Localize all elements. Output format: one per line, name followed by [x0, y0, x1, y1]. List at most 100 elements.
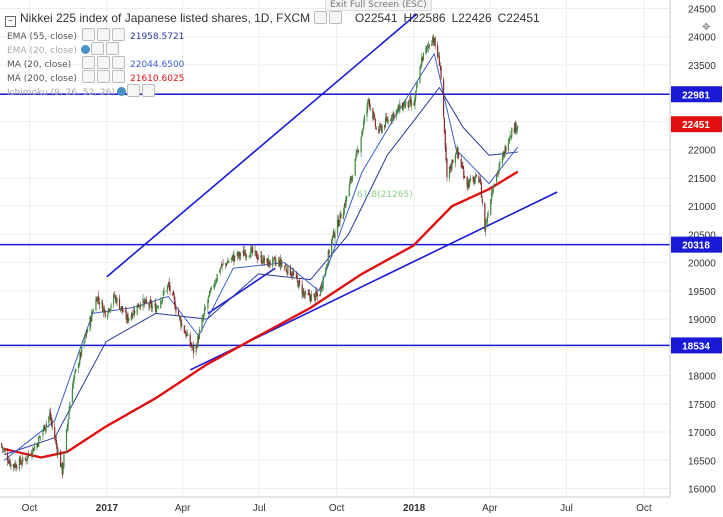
chart-header: − Nikkei 225 index of Japanese listed sha…	[5, 11, 546, 27]
price-badge-label: 20318	[682, 241, 710, 252]
candle-body	[73, 375, 75, 381]
close-icon[interactable]	[112, 28, 125, 41]
eye-icon[interactable]	[117, 87, 126, 96]
candle-body	[292, 271, 294, 275]
candle-body	[397, 106, 399, 109]
eye-icon[interactable]	[82, 28, 95, 41]
candle-body	[256, 257, 259, 260]
candle-body	[284, 266, 286, 268]
indicator-row[interactable]: MA (200, close) 21610.6025	[7, 70, 184, 84]
eye-icon[interactable]	[82, 56, 95, 69]
indicator-row[interactable]: Ichimoku (9, 26, 52, 26)	[7, 84, 156, 98]
candle-body	[163, 291, 165, 293]
candle-body	[120, 306, 122, 309]
candle-body	[144, 300, 146, 304]
candle-body	[126, 315, 128, 320]
candle-body	[255, 251, 257, 253]
candle-body	[79, 352, 81, 362]
candle-body	[272, 258, 274, 267]
candle-body	[507, 143, 509, 151]
indicator-row[interactable]: EMA (55, close) 21958.5721	[7, 28, 184, 42]
candle-body	[178, 315, 180, 317]
settings-icon[interactable]	[97, 28, 110, 41]
candle-body	[134, 310, 136, 314]
candle-body	[511, 128, 513, 138]
candle-body	[221, 264, 223, 267]
settings-icon[interactable]	[97, 56, 110, 69]
settings-icon[interactable]	[127, 84, 140, 97]
candle-body	[295, 274, 297, 276]
candle-body	[161, 297, 164, 302]
candle-body	[420, 67, 422, 69]
candle-body	[75, 368, 77, 372]
candle-body	[185, 331, 187, 337]
candle-body	[171, 292, 174, 294]
candle-body	[102, 307, 105, 313]
exit-fullscreen-button[interactable]: Exit Full Screen (ESC)	[325, 0, 432, 11]
candle-body	[157, 306, 159, 308]
candle-body	[272, 258, 275, 259]
close-icon[interactable]	[112, 70, 125, 83]
eye-icon[interactable]	[329, 11, 343, 24]
candle-body	[62, 465, 64, 474]
candle-body	[309, 295, 312, 301]
candle-body	[22, 456, 24, 463]
candle-body	[362, 128, 364, 133]
candle-body	[280, 259, 282, 265]
eye-icon[interactable]	[82, 70, 95, 83]
candle-body	[290, 274, 292, 276]
candle-body	[154, 304, 156, 306]
candle-body	[197, 335, 199, 348]
candle-body	[360, 137, 362, 153]
candle-body	[510, 136, 512, 138]
candle-body	[233, 254, 235, 262]
settings-icon[interactable]	[91, 42, 104, 55]
settings-icon[interactable]	[97, 70, 110, 83]
collapse-icon[interactable]: −	[5, 16, 16, 27]
candle-body	[151, 305, 153, 309]
candle-body	[162, 290, 164, 296]
candle-body	[203, 308, 206, 315]
candle-body	[114, 296, 116, 298]
candle-body	[81, 346, 83, 356]
eye-icon[interactable]	[81, 45, 90, 54]
candle-body	[1, 443, 3, 447]
close-value: C22451	[497, 11, 540, 25]
candle-body	[410, 99, 412, 105]
indicator-row[interactable]: MA (20, close) 22044.6500	[7, 56, 184, 70]
candle-body	[97, 296, 99, 303]
candle-body	[320, 287, 322, 295]
candle-body	[149, 301, 151, 309]
close-icon[interactable]	[142, 84, 155, 97]
candle-body	[38, 436, 41, 439]
candle-body	[267, 259, 270, 267]
candle-body	[208, 295, 210, 299]
candle-body	[307, 293, 309, 295]
candle-body	[133, 309, 135, 315]
candle-body	[186, 334, 188, 336]
candle-body	[480, 178, 482, 184]
candle-body	[145, 300, 148, 303]
candle-body	[434, 38, 436, 47]
candle-body	[242, 250, 244, 254]
candle-body	[503, 151, 505, 156]
close-icon[interactable]	[106, 42, 119, 55]
candle-body	[103, 308, 105, 310]
candle-body	[428, 44, 430, 47]
candle-body	[187, 333, 189, 336]
settings-icon[interactable]	[314, 11, 328, 24]
x-tick-label: Jul	[253, 503, 266, 514]
close-icon[interactable]	[112, 56, 125, 69]
indicator-row[interactable]: EMA (20, close)	[7, 42, 120, 56]
candle-body	[310, 294, 313, 302]
candle-body	[296, 274, 298, 280]
candle-body	[3, 449, 5, 451]
navigation-icon[interactable]: ✥	[702, 22, 711, 33]
candle-body	[63, 453, 65, 467]
candle-body	[452, 160, 454, 164]
candle-body	[74, 371, 76, 375]
candle-body	[340, 214, 342, 219]
candle-body	[260, 255, 262, 258]
candle-body	[145, 299, 147, 303]
